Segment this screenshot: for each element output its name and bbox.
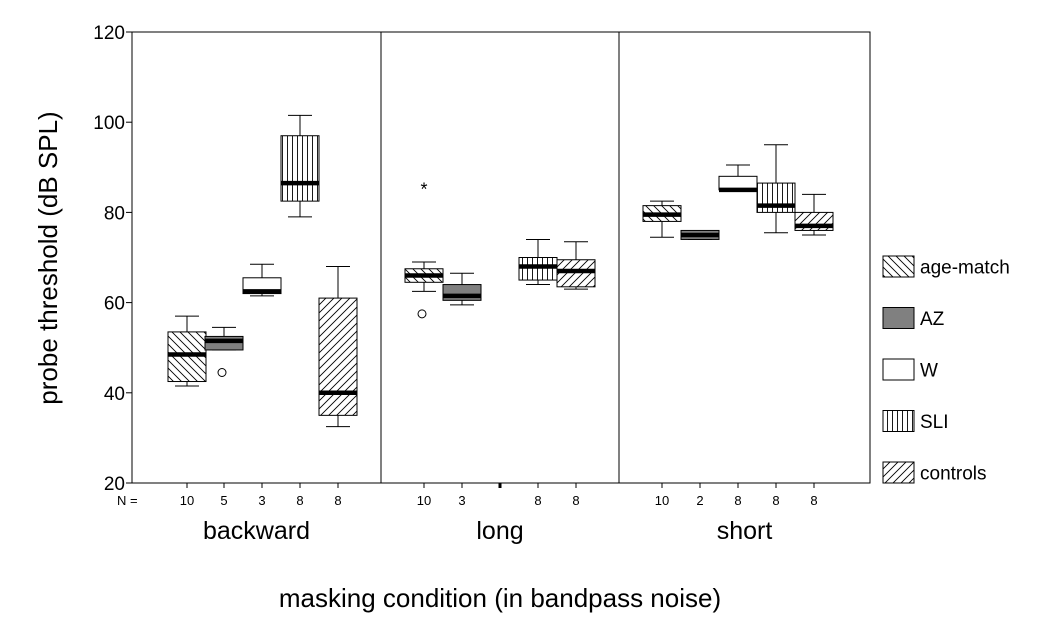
legend-label: controls <box>920 464 987 485</box>
n-count-label: 8 <box>734 493 741 508</box>
legend: age-match AZ W SLI controls <box>882 255 1010 485</box>
box-controls <box>556 259 596 288</box>
plot-frame <box>131 31 871 484</box>
legend-label: SLI <box>920 412 949 433</box>
x-group-label: short <box>717 517 773 545</box>
legend-swatch-controls <box>882 461 915 484</box>
y-tick-label: 60 <box>104 294 125 315</box>
y-tick-label: 120 <box>93 23 125 44</box>
n-count-label: 8 <box>810 493 817 508</box>
n-count-label: 8 <box>572 493 579 508</box>
n-count-label: 3 <box>258 493 265 508</box>
box-controls <box>318 297 358 416</box>
n-count-label: 10 <box>180 493 194 508</box>
box-AZ <box>204 335 244 351</box>
n-count-label: 10 <box>655 493 669 508</box>
y-tick-label: 100 <box>93 113 125 134</box>
n-count-label: 2 <box>696 493 703 508</box>
box-SLI <box>280 135 320 202</box>
x-axis-label: masking condition (in bandpass noise) <box>279 583 721 613</box>
n-count-label: 10 <box>417 493 431 508</box>
n-count-label: 8 <box>772 493 779 508</box>
box-age-match <box>167 331 207 383</box>
extreme-point: * <box>420 180 427 200</box>
legend-label: age-match <box>920 258 1010 279</box>
n-count-label: 8 <box>534 493 541 508</box>
box-SLI <box>756 182 796 213</box>
n-count-label: 8 <box>334 493 341 508</box>
y-tick-label: 80 <box>104 203 125 224</box>
n-count-label: 8 <box>296 493 303 508</box>
legend-label: AZ <box>920 309 945 330</box>
legend-label: W <box>920 361 938 382</box>
legend-swatch-SLI <box>882 410 915 432</box>
legend-swatch-age-match <box>882 255 915 278</box>
x-group-label: long <box>476 517 523 545</box>
legend-swatch-W <box>882 358 915 381</box>
outlier-point <box>417 309 427 319</box>
x-group-label: backward <box>203 517 310 545</box>
legend-swatch-AZ <box>882 307 915 329</box>
box-SLI <box>518 257 558 281</box>
y-tick-label: 40 <box>104 384 125 405</box>
n-count-label: 3 <box>458 493 465 508</box>
y-tick-label: 20 <box>104 474 125 495</box>
n-count-label: 5 <box>220 493 227 508</box>
y-axis-label: probe threshold (dB SPL) <box>33 111 63 404</box>
outlier-point <box>217 368 227 378</box>
n-prefix-label: N = <box>117 493 138 508</box>
